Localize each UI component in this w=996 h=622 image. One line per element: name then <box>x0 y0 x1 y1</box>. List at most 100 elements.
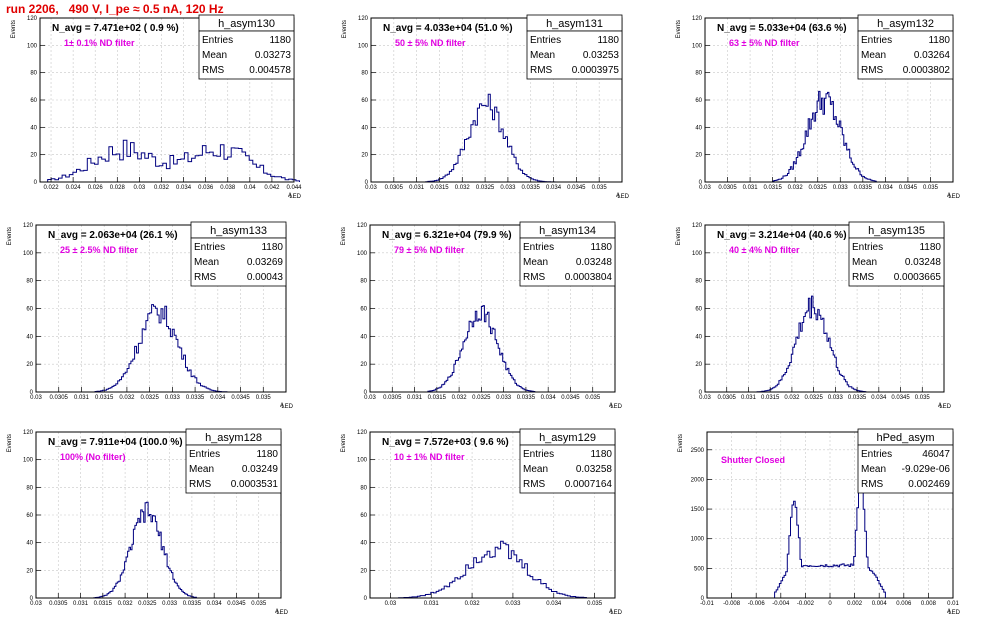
x-tick-label: 0.0315 <box>428 395 447 401</box>
x-axis-title-subscript: LED <box>948 610 960 616</box>
histogram-panel-h_asym128: 0.03 0.0305 0.031 0.0315 0.032 0.0325 0.033 0.0… <box>7 428 289 616</box>
x-tick-label: 0.0335 <box>517 395 536 401</box>
x-tick-label: 0.035 <box>256 395 272 401</box>
y-tick-label: 40 <box>695 334 702 340</box>
x-tick-label: 0.031 <box>407 395 423 401</box>
y-axis-title: Events <box>341 227 347 245</box>
stat-value-entries: 1180 <box>919 242 941 253</box>
histogram-panel-h_asym135: 0.03 0.0305 0.031 0.0315 0.032 0.0325 0.033 0.0… <box>676 221 952 410</box>
y-tick-label: 40 <box>30 125 37 131</box>
stat-label-mean: Mean <box>861 50 886 61</box>
y-tick-label: 1500 <box>691 507 705 513</box>
y-tick-label: 100 <box>27 43 38 49</box>
x-tick-label: 0.03 <box>385 601 397 607</box>
x-tick-label: 0.026 <box>88 185 104 191</box>
filter-label: 10 ± 1% ND filter <box>394 452 465 462</box>
x-axis-title-subscript: LED <box>948 194 960 200</box>
x-axis-title-subscript: LED <box>289 194 301 200</box>
x-tick-label: 0.035 <box>915 395 931 401</box>
x-tick-label: 0.042 <box>264 185 280 191</box>
stat-label-mean: Mean <box>523 464 548 475</box>
y-tick-label: 60 <box>360 307 367 313</box>
x-tick-label: -0.006 <box>748 601 766 607</box>
x-tick-label: 0.034 <box>871 395 887 401</box>
x-tick-label: 0.0345 <box>227 601 246 607</box>
filter-label: 25 ± 2.5% ND filter <box>60 245 138 255</box>
stat-box-title: h_asym132 <box>877 18 934 30</box>
x-tick-label: 0.031 <box>741 395 757 401</box>
stat-label-entries: Entries <box>861 449 892 460</box>
y-axis-title: Events <box>11 20 17 38</box>
filter-label: 79 ± 5% ND filter <box>394 245 465 255</box>
x-tick-label: 0.032 <box>119 395 135 401</box>
x-tick-label: 0.034 <box>546 185 562 191</box>
y-tick-label: 80 <box>695 71 702 77</box>
y-tick-label: 60 <box>361 98 368 104</box>
x-tick-label: 0.0305 <box>385 185 404 191</box>
x-tick-label: 0.0345 <box>891 395 910 401</box>
y-tick-label: 20 <box>26 568 33 574</box>
x-axis-title: A <box>280 403 284 409</box>
y-tick-label: 100 <box>23 458 34 464</box>
x-axis-title: A <box>609 609 613 615</box>
stat-box-frame <box>848 237 945 287</box>
stat-value-rms: 0.0003975 <box>572 65 620 76</box>
stat-label-mean: Mean <box>530 50 555 61</box>
stat-value-entries: 1180 <box>597 35 619 46</box>
x-tick-label: 0.0305 <box>718 185 737 191</box>
y-tick-label: 100 <box>692 251 703 257</box>
y-tick-label: 60 <box>695 307 702 313</box>
x-tick-label: 0.03 <box>699 395 711 401</box>
stat-label-mean: Mean <box>861 464 886 475</box>
x-tick-label: 0.031 <box>743 185 759 191</box>
stat-box-frame <box>519 444 616 494</box>
stat-box-title: h_asym131 <box>546 18 603 30</box>
y-axis-title: Events <box>7 434 13 452</box>
filter-label: 100% (No filter) <box>60 452 126 462</box>
y-axis-title: Events <box>678 434 684 452</box>
x-axis-title: A <box>938 403 942 409</box>
filter-label: 50 ± 5% ND filter <box>395 38 466 48</box>
stat-box-title: h_asym129 <box>539 432 596 444</box>
x-tick-label: 0.028 <box>110 185 126 191</box>
stat-value-mean: 0.03273 <box>255 50 292 61</box>
histogram-line <box>47 139 300 182</box>
y-axis-title: Events <box>342 20 348 38</box>
histogram-panel-h_asym132: 0.03 0.0305 0.031 0.0315 0.032 0.0325 0.033 0.0… <box>676 14 961 200</box>
y-tick-label: 100 <box>23 251 34 257</box>
x-tick-label: 0.0325 <box>138 601 157 607</box>
stat-box-title: h_asym135 <box>868 225 925 237</box>
stat-label-mean: Mean <box>202 50 227 61</box>
x-tick-label: 0.035 <box>587 601 603 607</box>
x-tick-label: 0.033 <box>162 601 178 607</box>
x-tick-label: 0.0335 <box>848 395 867 401</box>
x-tick-label: 0.035 <box>251 601 267 607</box>
x-tick-label: 0.0325 <box>476 185 495 191</box>
n-avg-label: N_avg = 6.321e+04 (79.9 %) <box>382 230 512 241</box>
y-tick-label: 120 <box>358 16 369 22</box>
y-tick-label: 20 <box>360 362 367 368</box>
stat-value-rms: 0.0003804 <box>565 272 613 283</box>
stat-label-entries: Entries <box>523 449 554 460</box>
stat-label-entries: Entries <box>861 35 892 46</box>
y-tick-label: 80 <box>361 71 368 77</box>
x-tick-label: 0.034 <box>878 185 894 191</box>
y-tick-label: 40 <box>360 541 367 547</box>
run-title: run 2206, 490 V, I_pe ≈ 0.5 nA, 120 Hz <box>6 2 224 16</box>
y-tick-label: 0 <box>364 596 368 602</box>
stat-value-rms: 0.004578 <box>249 65 291 76</box>
x-tick-label: 0.0305 <box>50 395 69 401</box>
y-tick-label: 120 <box>23 430 34 436</box>
y-tick-label: 100 <box>357 251 368 257</box>
y-tick-label: 40 <box>26 541 33 547</box>
y-tick-label: 20 <box>695 362 702 368</box>
y-tick-label: 20 <box>361 153 368 159</box>
stat-value-mean: 0.03264 <box>914 50 951 61</box>
stat-label-rms: RMS <box>852 272 875 283</box>
x-axis-title-subscript: LED <box>617 194 629 200</box>
y-tick-label: 60 <box>30 98 37 104</box>
x-tick-label: 0.0305 <box>49 601 68 607</box>
x-tick-label: 0.0325 <box>809 185 828 191</box>
histogram-line <box>425 93 577 183</box>
y-tick-label: 120 <box>23 223 34 229</box>
